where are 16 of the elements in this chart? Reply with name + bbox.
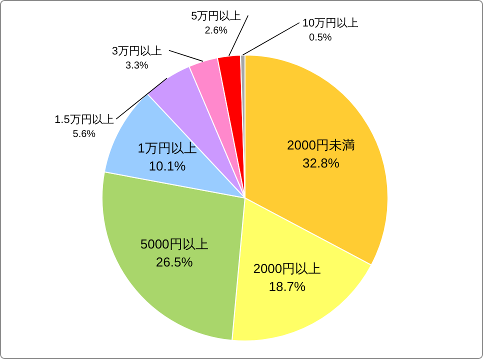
data-label: 26.5% — [156, 254, 194, 270]
data-label: 10.1% — [148, 158, 186, 174]
slice-label: 1万円以上 — [138, 140, 197, 156]
data-label: 5.6% — [72, 129, 96, 140]
slice-label: 3万円以上 — [112, 44, 162, 58]
slice-label: 5万円以上 — [191, 9, 242, 22]
data-label: 0.5% — [309, 32, 332, 44]
data-label: 32.8% — [302, 155, 340, 170]
slice-label: 10万円以上 — [302, 16, 359, 30]
data-label: 3.3% — [126, 60, 148, 72]
slice-label: 5000円以上 — [140, 236, 208, 252]
data-label: 18.7% — [268, 278, 306, 294]
data-label: 2.6% — [204, 25, 228, 36]
slice-label: 2000円未満 — [287, 137, 355, 152]
slice-label: 2000円以上 — [253, 260, 322, 276]
slice-label: 1.5万円以上 — [54, 113, 114, 126]
